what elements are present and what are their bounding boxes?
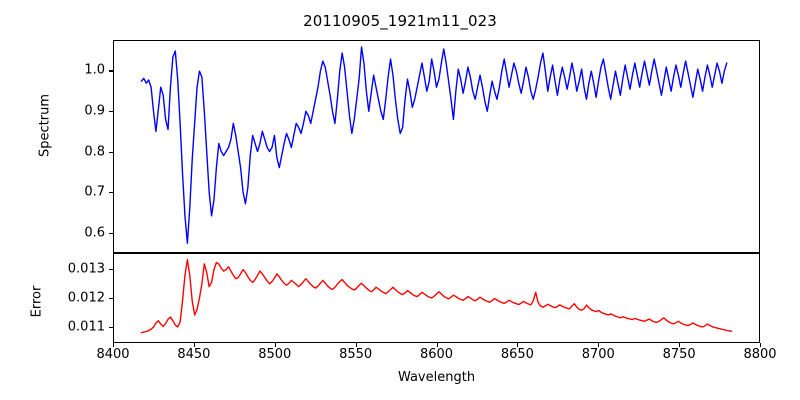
- chart-title: 20110905_1921m11_023: [303, 12, 497, 30]
- spectrum-ytick-label: 0.8: [84, 144, 105, 160]
- xtick-label: 8800: [743, 347, 777, 362]
- error-ytick-label: 0.012: [67, 290, 105, 306]
- spectrum-ytick-label: 0.6: [84, 225, 105, 241]
- x-axis-label: Wavelength: [397, 370, 476, 385]
- spectrum-ytick-label: 1.0: [84, 62, 105, 78]
- y-axis-label-spectrum: Spectrum: [37, 94, 53, 157]
- spectrum-ytick-label: 0.9: [84, 103, 105, 119]
- xtick-mark: [274, 343, 276, 347]
- spectrum-ytick-mark: [109, 192, 113, 194]
- error-plot-panel: [113, 253, 760, 343]
- xtick-label: 8600: [419, 347, 454, 362]
- xtick-mark: [679, 343, 681, 347]
- error-ytick-mark: [109, 298, 113, 300]
- xtick-mark: [760, 343, 762, 347]
- xtick-mark: [113, 343, 115, 347]
- spectrum-ytick-mark: [109, 70, 113, 72]
- xtick-label: 8550: [339, 347, 373, 362]
- spectrum-series-svg: [140, 46, 728, 244]
- error-data-line: [140, 258, 733, 334]
- error-ytick-mark: [109, 327, 113, 329]
- xtick-label: 8700: [581, 347, 615, 362]
- xtick-label: 8650: [500, 347, 534, 362]
- error-series-svg: [140, 258, 733, 334]
- spectrum-ytick-mark: [109, 151, 113, 153]
- xtick-mark: [436, 343, 438, 347]
- xtick-label: 8750: [662, 347, 696, 362]
- xtick-label: 8500: [258, 347, 292, 362]
- xtick-mark: [517, 343, 519, 347]
- error-ytick-label: 0.011: [67, 319, 105, 335]
- spectrum-plot-panel: [113, 40, 760, 253]
- xtick-mark: [193, 343, 195, 347]
- spectrum-ytick-mark: [109, 111, 113, 113]
- xtick-label: 8450: [177, 347, 211, 362]
- error-ytick-label: 0.013: [67, 261, 105, 277]
- spectrum-ytick-mark: [109, 232, 113, 234]
- spectrum-ytick-label: 0.7: [84, 184, 105, 200]
- error-ytick-mark: [109, 268, 113, 271]
- xtick-mark: [598, 343, 600, 347]
- xtick-mark: [355, 343, 357, 347]
- spectrum-data-line: [140, 46, 728, 244]
- xtick-label: 8400: [96, 347, 130, 362]
